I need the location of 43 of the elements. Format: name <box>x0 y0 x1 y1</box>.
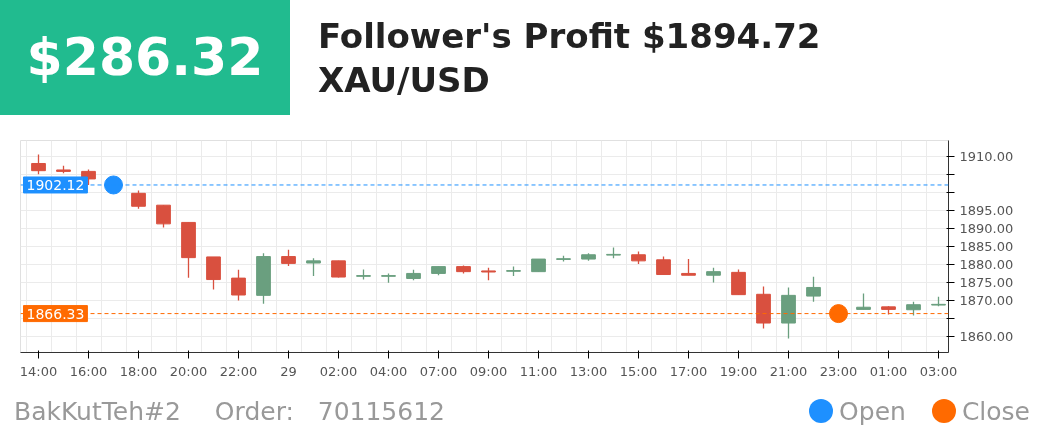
chart-subtitle: XAU/USD <box>318 60 490 100</box>
x-tick-label: 07:00 <box>419 363 458 379</box>
x-tick-label: 19:00 <box>719 363 758 379</box>
candlestick <box>806 276 821 303</box>
text: $286.32 <box>0 0 290 115</box>
x-tick-label: 16:00 <box>69 363 108 379</box>
y-tick-label: 1875.00 <box>959 274 1014 290</box>
y-tick-label: 1860.00 <box>959 328 1014 344</box>
candlestick <box>31 153 46 175</box>
candlestick <box>206 256 221 291</box>
x-tick-label: 03:00 <box>919 363 958 379</box>
x-tick-label: 02:00 <box>319 363 358 379</box>
ref-line-label: 1902.12 <box>26 176 85 193</box>
y-tick-label: 1910.00 <box>959 149 1014 165</box>
y-tick-label: 1890.00 <box>959 221 1014 237</box>
text: Order: 70115612 <box>214 396 445 426</box>
x-tick-label: 04:00 <box>369 363 408 379</box>
x-tick-label: 11:00 <box>519 363 558 379</box>
y-tick-label: 1880.00 <box>959 256 1014 272</box>
x-tick-label: 14:00 <box>19 363 58 379</box>
text: BakKutTeh#2 <box>14 396 181 426</box>
candlestick <box>156 204 171 229</box>
x-tick-label: 22:00 <box>219 363 258 379</box>
x-tick-label: 21:00 <box>769 363 808 379</box>
x-tick-label: 15:00 <box>619 363 658 379</box>
x-tick-label: 09:00 <box>469 363 508 379</box>
x-tick-label: 01:00 <box>869 363 908 379</box>
candlestick <box>131 189 146 210</box>
legend-label: Open <box>838 395 906 428</box>
legend-label: Close <box>960 395 1030 428</box>
candlestick <box>231 269 246 302</box>
y-tick-label: 1895.00 <box>959 203 1014 219</box>
candlestick <box>731 268 746 296</box>
x-tick-label: 23:00 <box>819 363 858 379</box>
ref-line-label: 1866.33 <box>26 305 85 322</box>
x-tick-label: 18:00 <box>119 363 158 379</box>
chart-title: Follower's Profit $1894.72 <box>318 16 821 56</box>
x-tick-label: 17:00 <box>669 363 708 379</box>
x-tick-label: 20:00 <box>169 363 208 379</box>
x-tick-label: 13:00 <box>569 363 608 379</box>
y-tick-label: 1885.00 <box>959 239 1014 254</box>
y-tick-label: 1870.00 <box>959 292 1014 308</box>
x-tick-label: 29 <box>280 363 297 379</box>
